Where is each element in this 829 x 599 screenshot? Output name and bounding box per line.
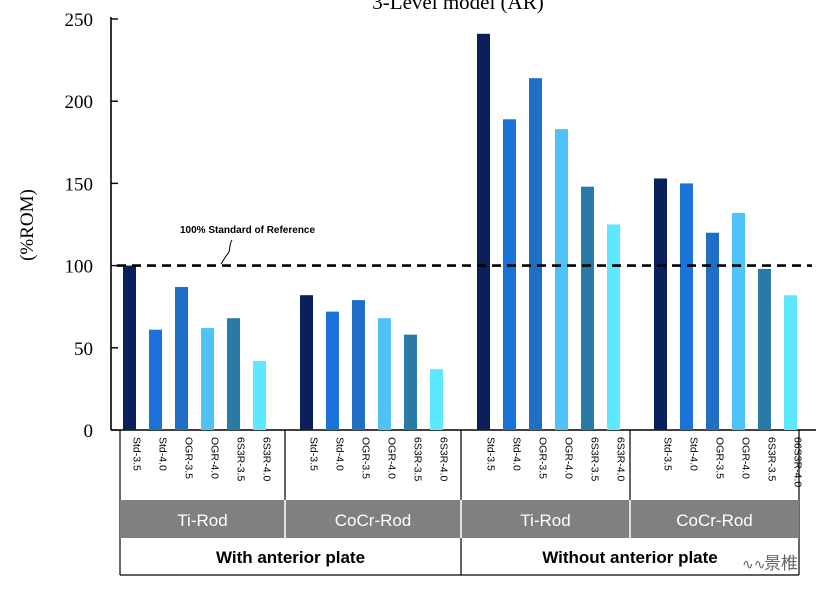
rod-label: CoCr-Rod	[676, 511, 753, 530]
bars	[123, 33, 797, 431]
bar	[503, 119, 516, 430]
category-labels: Std-3.5 Std-4.0 OGR-3.5 OGR-4.0 6S3R-3.5 6S3R…	[119, 430, 804, 575]
x-tick-label: OGR-3.5	[714, 437, 726, 479]
chart-title: 3-Level model (AR)	[372, 0, 543, 14]
watermark-text: 景椎	[764, 554, 798, 573]
y-tick-label: 250	[65, 10, 94, 31]
bar	[654, 178, 667, 430]
plate-label: With anterior plate	[216, 548, 365, 567]
rod-band-background	[120, 500, 799, 538]
x-tick-label: Std-3.5	[485, 437, 497, 471]
x-tick-label: OGR-3.5	[183, 437, 195, 479]
reference-line-group: 100% Standard of Reference	[117, 225, 812, 267]
bar	[529, 78, 542, 431]
plate-label: Without anterior plate	[542, 548, 718, 567]
x-tick-label: Std-3.5	[662, 437, 674, 471]
y-tick-label: 100	[65, 257, 94, 278]
x-tick-label: OGR-4.0	[209, 437, 221, 479]
bar	[430, 369, 443, 430]
bar	[607, 224, 620, 430]
bar	[758, 268, 771, 430]
bar	[227, 318, 240, 430]
rod-band: Ti-Rod CoCr-Rod Ti-Rod CoCr-Rod	[120, 500, 799, 538]
x-tick-label: 6S3R-4.0	[615, 437, 627, 482]
x-tick-label: OGR-4.0	[740, 437, 752, 479]
y-tick-label: 200	[65, 92, 94, 113]
x-tick-label: 6S3R-3.5	[766, 437, 778, 482]
bar	[477, 33, 490, 431]
x-tick-label: 6S3R-3.5	[589, 437, 601, 482]
x-tick-label: OGR-4.0	[386, 437, 398, 479]
bar	[680, 183, 693, 430]
x-tick-label: OGR-4.0	[563, 437, 575, 479]
x-tick-label: 66S3R-4.0	[792, 437, 804, 487]
x-tick-label: 6S3R-3.5	[412, 437, 424, 482]
bar	[378, 318, 391, 430]
bar	[555, 129, 568, 430]
bar	[706, 232, 719, 430]
rod-label: CoCr-Rod	[335, 511, 412, 530]
x-tick-label: Std-3.5	[308, 437, 320, 471]
x-tick-label: OGR-3.5	[537, 437, 549, 479]
plate-band: With anterior plate Without anterior plat…	[120, 548, 799, 576]
rod-label: Ti-Rod	[520, 511, 570, 530]
x-tick-label: OGR-3.5	[360, 437, 372, 479]
bar	[201, 328, 214, 430]
x-tick-label: Std-4.0	[334, 437, 346, 471]
bar	[123, 265, 136, 430]
y-tick-label: 150	[65, 174, 94, 195]
bar	[732, 212, 745, 430]
reference-line-label: 100% Standard of Reference	[180, 225, 315, 236]
bar	[784, 295, 797, 430]
y-axis: 0 50 100 150 200 250	[65, 10, 816, 442]
bar	[175, 286, 188, 430]
x-tick-label: 6S3R-3.5	[235, 437, 247, 482]
bar	[326, 311, 339, 430]
x-tick-label: Std-3.5	[131, 437, 143, 471]
bar	[581, 186, 594, 430]
rod-label: Ti-Rod	[177, 511, 227, 530]
x-tick-label: 6S3R-4.0	[261, 437, 273, 482]
bar	[404, 334, 417, 430]
y-tick-label: 50	[74, 339, 93, 360]
watermark: ∿∿ 景椎	[742, 554, 798, 573]
x-tick-label: Std-4.0	[157, 437, 169, 471]
y-axis-label: (%ROM)	[17, 189, 38, 261]
bar	[352, 300, 365, 430]
bar	[300, 295, 313, 430]
x-tick-label: Std-4.0	[511, 437, 523, 471]
y-tick-label: 0	[84, 421, 94, 442]
x-tick-label: 6S3R-4.0	[438, 437, 450, 482]
bar	[149, 329, 162, 430]
bar	[253, 360, 266, 430]
reference-callout	[220, 239, 233, 265]
x-tick-label: Std-4.0	[688, 437, 700, 471]
watermark-icon: ∿∿	[742, 556, 765, 572]
